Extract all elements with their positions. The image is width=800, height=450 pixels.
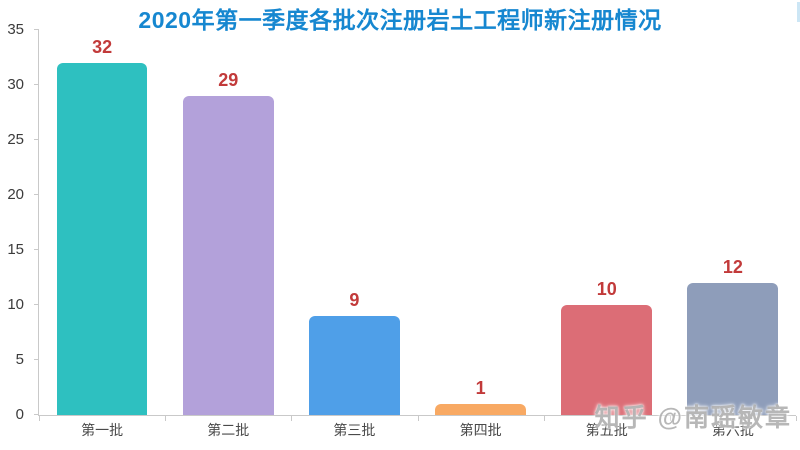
category-slot: 9 第三批 bbox=[291, 30, 417, 438]
value-label: 10 bbox=[596, 279, 617, 299]
y-axis-tick bbox=[34, 29, 39, 30]
value-label: 1 bbox=[475, 378, 486, 398]
bar-第五批 bbox=[561, 305, 653, 415]
x-axis-category-label: 第四批 bbox=[459, 422, 502, 438]
y-axis-tick bbox=[34, 414, 39, 415]
x-axis-tick bbox=[39, 416, 40, 421]
category-slot: 29 第二批 bbox=[165, 30, 291, 438]
x-axis-category-label: 第五批 bbox=[585, 422, 628, 438]
y-axis-tick-label: 25 bbox=[7, 131, 24, 148]
y-axis-tick bbox=[34, 304, 39, 305]
value-label: 9 bbox=[349, 290, 360, 310]
y-axis-tick bbox=[34, 84, 39, 85]
y-axis-tick-label: 10 bbox=[7, 296, 24, 313]
x-axis-category-label: 第三批 bbox=[333, 422, 376, 438]
value-label: 29 bbox=[218, 70, 239, 90]
y-axis-tick-label: 15 bbox=[7, 241, 24, 258]
y-axis-tick-label: 20 bbox=[7, 186, 24, 203]
chart-title: 2020年第一季度各批次注册岩土工程师新注册情况 bbox=[138, 7, 662, 33]
y-axis-tick-label: 35 bbox=[7, 21, 24, 38]
x-axis-tick bbox=[417, 416, 419, 421]
bar-第三批 bbox=[308, 316, 400, 415]
cropped-logo-fragment bbox=[797, 2, 800, 22]
x-axis-category-label: 第二批 bbox=[207, 422, 250, 438]
y-axis-tick-label: 5 bbox=[15, 351, 24, 368]
bar-第四批 bbox=[435, 404, 526, 415]
x-axis-category-label: 第一批 bbox=[81, 422, 124, 438]
x-axis-tick bbox=[669, 416, 671, 421]
category-slot: 1 第四批 bbox=[418, 30, 544, 438]
y-axis-tick bbox=[34, 139, 39, 140]
x-axis-category-label: 第六批 bbox=[711, 422, 754, 438]
bar-第一批 bbox=[56, 63, 148, 415]
y-axis-tick bbox=[34, 249, 39, 250]
watermark: 知乎 @南瑶敏章 bbox=[594, 404, 792, 432]
category-slot: 12 第六批 bbox=[670, 30, 796, 438]
y-axis-tick bbox=[34, 194, 39, 195]
plot-area: 0 5 10 15 20 25 30 35 32 第一批 29 第二批 9 第三批 1 第四批 10 第五批 12 第… bbox=[7, 22, 797, 438]
x-axis-tick bbox=[165, 416, 167, 421]
x-axis-tick bbox=[543, 416, 545, 421]
x-axis-tick bbox=[291, 416, 293, 421]
x-axis-tick bbox=[796, 416, 797, 421]
category-slot: 10 第五批 bbox=[544, 30, 670, 438]
y-axis-tick bbox=[34, 359, 39, 360]
bar-第二批 bbox=[182, 96, 274, 415]
value-label: 32 bbox=[92, 37, 113, 57]
category-slot: 32 第一批 bbox=[39, 30, 165, 438]
y-axis-tick-label: 0 bbox=[15, 406, 24, 423]
value-label: 12 bbox=[722, 257, 743, 277]
bar-第六批 bbox=[687, 283, 779, 415]
y-axis-tick-label: 30 bbox=[7, 76, 24, 93]
